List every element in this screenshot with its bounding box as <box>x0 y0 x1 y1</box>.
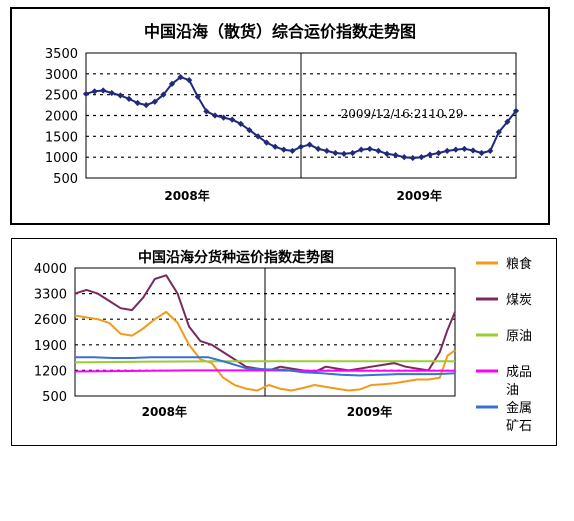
data-point <box>108 89 115 97</box>
series-line-3 <box>74 369 455 373</box>
data-point <box>151 98 158 105</box>
legend-label: 粮食 <box>506 256 532 272</box>
data-point <box>117 92 124 99</box>
y-tick-label: 4000 <box>34 262 67 277</box>
data-point <box>82 90 90 97</box>
y-tick-label: 3500 <box>45 47 78 62</box>
data-point <box>194 93 201 100</box>
composite-chart: 中国沿海（散货）综合运价指数走势图 3500 3000 2500 2000 1500 10… <box>10 7 550 225</box>
data-point <box>426 151 434 158</box>
legend-label: 矿石 <box>506 419 532 434</box>
chart-title: 中国沿海分货种运价指数走势图 <box>138 249 334 266</box>
legend-label: 油 <box>506 383 519 398</box>
data-point <box>289 147 296 155</box>
data-point <box>160 91 167 98</box>
data-point <box>323 147 330 155</box>
series-line-2 <box>74 360 455 364</box>
data-point <box>237 120 244 127</box>
data-point <box>211 112 219 119</box>
y-tick-label: 1200 <box>34 364 67 379</box>
y-tick-label: 3000 <box>45 68 78 83</box>
data-point <box>418 154 425 161</box>
data-point <box>177 74 184 81</box>
series-line-4 <box>75 356 456 377</box>
series-line-0 <box>74 310 456 392</box>
y-tick-label: 1500 <box>45 130 78 145</box>
data-point <box>186 76 193 84</box>
cargo-type-chart-panel: 中国沿海分货种运价指数走势图 4000 3300 2600 1900 1200 500 2… <box>11 238 557 446</box>
y-tick-label: 500 <box>53 172 78 187</box>
data-point <box>358 146 365 153</box>
data-point <box>168 80 176 87</box>
cargo-type-chart: 中国沿海分货种运价指数走势图 4000 3300 2600 1900 1200 500 2… <box>11 238 557 446</box>
legend-label: 成品 <box>506 365 532 380</box>
y-tick-label: 1900 <box>34 339 67 354</box>
x-tick-label: 2008年 <box>164 188 209 203</box>
chart-annotation: 2009/12/16:2110.29 <box>341 107 464 121</box>
chart-title: 中国沿海（散货）综合运价指数走势图 <box>144 22 416 41</box>
y-tick-label: 500 <box>42 390 67 405</box>
y-tick-label: 2000 <box>45 110 78 125</box>
data-point <box>444 147 451 155</box>
data-point <box>375 147 382 155</box>
data-point <box>100 87 107 94</box>
data-point <box>91 88 98 95</box>
data-point <box>401 154 408 161</box>
y-tick-label: 3300 <box>34 288 67 303</box>
data-point <box>280 146 287 153</box>
data-point <box>306 141 313 148</box>
data-point <box>229 116 236 123</box>
y-tick-label: 2500 <box>45 89 78 104</box>
data-point <box>254 133 262 140</box>
data-point <box>143 101 150 109</box>
x-tick-label: 2009年 <box>347 404 392 419</box>
y-tick-label: 2600 <box>34 313 67 328</box>
x-tick-label: 2009年 <box>397 188 442 203</box>
data-point <box>125 95 133 102</box>
legend-label: 原油 <box>506 329 532 344</box>
x-tick-label: 2008年 <box>142 404 187 419</box>
legend-label: 金属 <box>506 400 532 416</box>
composite-chart-panel: 中国沿海（散货）综合运价指数走势图 3500 3000 2500 2000 1500 10… <box>10 7 550 225</box>
data-point <box>203 108 210 115</box>
legend-label: 煤炭 <box>506 293 532 308</box>
data-point <box>487 147 494 155</box>
data-point <box>452 146 459 153</box>
y-tick-label: 1000 <box>45 151 78 166</box>
